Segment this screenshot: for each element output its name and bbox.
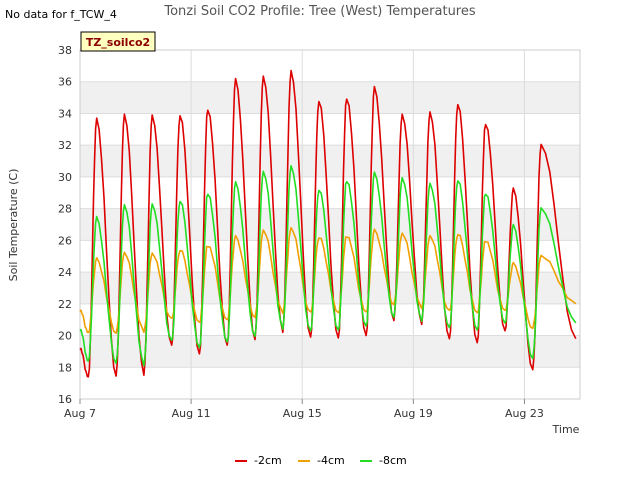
chart-title: Tonzi Soil CO2 Profile: Tree (West) Temp…	[163, 4, 476, 19]
x-tick-label: Aug 7	[64, 407, 96, 420]
plot-background-bands	[80, 50, 580, 399]
background-band	[80, 335, 580, 368]
site-tag-box: TZ_soilco2	[80, 31, 156, 52]
y-axis-label: Soil Temperature (C)	[7, 169, 20, 282]
legend-label: -8cm	[379, 454, 407, 467]
x-tick-label: Aug 19	[394, 407, 433, 420]
y-tick-label: 16	[58, 393, 72, 406]
site-tag-label: TZ_soilco2	[86, 36, 150, 49]
background-band	[80, 367, 580, 399]
background-band	[80, 50, 580, 82]
y-tick-label: 24	[58, 266, 72, 279]
y-tick-label: 28	[58, 203, 72, 216]
legend-label: -4cm	[317, 454, 345, 467]
y-tick-label: 26	[58, 234, 72, 247]
y-tick-label: 36	[58, 76, 72, 89]
no-data-notice: No data for f_TCW_4	[5, 8, 117, 21]
background-band	[80, 81, 580, 114]
x-tick-label: Aug 23	[505, 407, 544, 420]
y-tick-label: 34	[58, 107, 72, 120]
x-axis-label: Time	[552, 423, 580, 436]
legend-label: -2cm	[254, 454, 282, 467]
background-band	[80, 145, 580, 177]
x-axis-ticks: Aug 7 Aug 11 Aug 15 Aug 19 Aug 23	[64, 399, 544, 420]
background-band	[80, 303, 580, 336]
plot-frame	[79, 49, 581, 400]
y-tick-label: 20	[58, 330, 72, 343]
y-tick-label: 38	[58, 44, 72, 57]
legend: -2cm -4cm -8cm	[235, 454, 407, 467]
series-lines	[79, 69, 577, 378]
site-tag-background	[80, 31, 156, 52]
y-tick-label: 22	[58, 298, 72, 311]
x-tick-label: Aug 15	[283, 407, 322, 420]
x-tick-label: Aug 11	[172, 407, 211, 420]
y-tick-label: 32	[58, 139, 72, 152]
y-tick-label: 30	[58, 171, 72, 184]
series-line--8cm	[79, 165, 577, 367]
y-axis-ticks: 16 18 20 22 24 26 28 30 32 34 36 38	[58, 44, 72, 406]
background-band	[80, 113, 580, 146]
background-band	[80, 176, 580, 209]
y-tick-label: 18	[58, 361, 72, 374]
